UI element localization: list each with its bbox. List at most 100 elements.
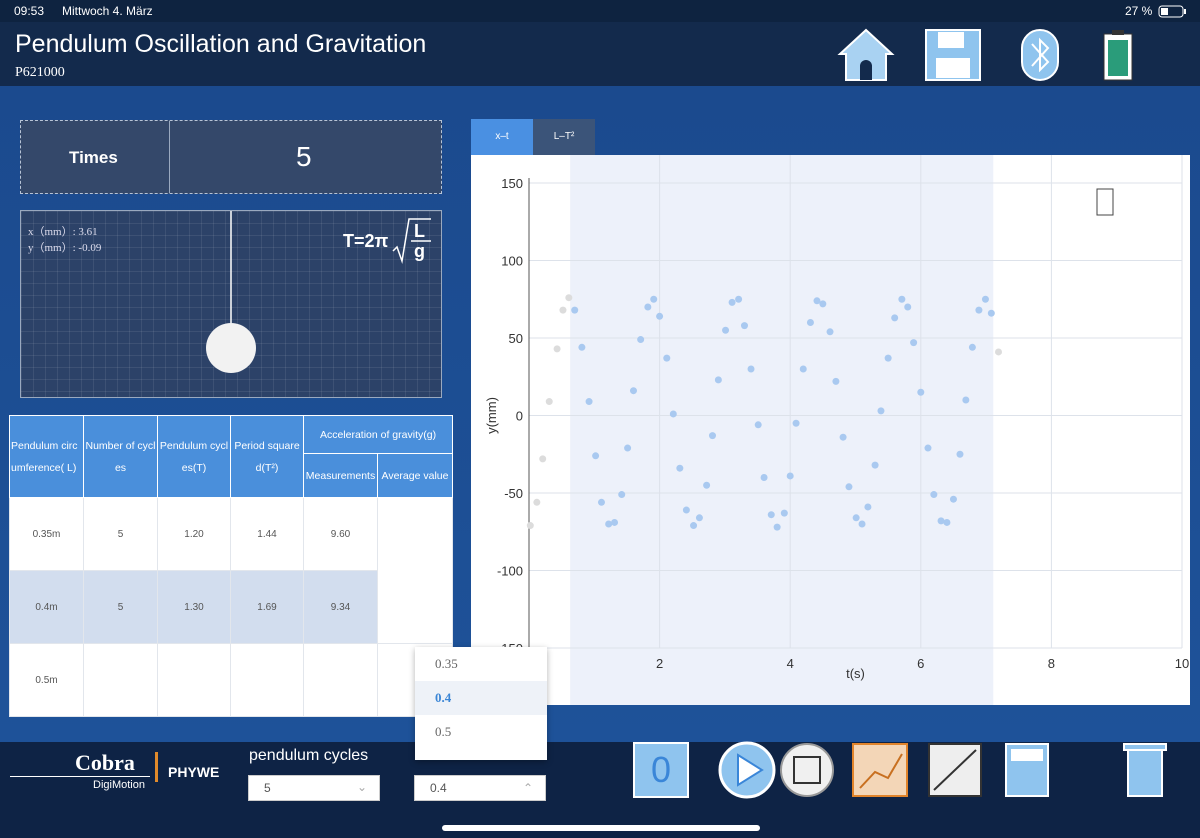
- fit-button[interactable]: [928, 743, 982, 797]
- times-value: 5: [296, 141, 312, 172]
- status-bar: 09:53 Mittwoch 4. März 27 %: [0, 0, 1200, 22]
- cell: 1.30: [157, 570, 231, 644]
- point: [987, 309, 995, 317]
- point: [898, 295, 906, 303]
- point: [864, 503, 872, 511]
- select-value: 5: [264, 781, 271, 795]
- logo-sub: DigiMotion: [93, 779, 145, 791]
- stop-button[interactable]: [780, 743, 834, 797]
- subheader-cell: Average value: [376, 453, 454, 498]
- point: [747, 365, 755, 373]
- tab[interactable]: x–t: [471, 119, 533, 155]
- point: [545, 398, 553, 406]
- header-icons: [837, 28, 1133, 81]
- save-button[interactable]: [925, 29, 981, 81]
- play-button[interactable]: [718, 741, 776, 799]
- formula-l: L: [414, 221, 425, 241]
- point: [682, 506, 690, 514]
- counter-button[interactable]: 0: [633, 742, 689, 798]
- cycles-label: pendulum cycles: [249, 747, 369, 764]
- cell: [83, 643, 158, 717]
- point: [735, 295, 743, 303]
- point: [669, 410, 677, 418]
- battery-icon: [1158, 5, 1186, 18]
- point: [968, 343, 976, 351]
- times-label: Times: [69, 148, 118, 167]
- y-tick-label: 50: [509, 331, 523, 346]
- cell: [157, 643, 231, 717]
- point: [845, 483, 853, 491]
- cell: [230, 643, 304, 717]
- point: [937, 517, 945, 525]
- tab[interactable]: L–T²: [533, 119, 595, 155]
- calculator-button[interactable]: [1005, 743, 1049, 797]
- point: [949, 495, 957, 503]
- point: [559, 306, 567, 314]
- point: [813, 297, 821, 305]
- select-value: 0.4: [430, 781, 447, 795]
- point: [618, 491, 626, 499]
- point: [877, 407, 885, 415]
- point: [597, 498, 605, 506]
- cell: 9.60: [303, 497, 378, 571]
- header-cell: Acceleration of gravity(g): [302, 415, 454, 454]
- time: 09:53: [14, 4, 45, 18]
- point: [605, 520, 613, 528]
- point: [871, 461, 879, 469]
- cell: [376, 497, 454, 644]
- bluetooth-button[interactable]: [1021, 29, 1059, 81]
- point: [708, 432, 716, 440]
- dropdown: 0.35 0.4 0.5: [415, 647, 547, 760]
- point: [656, 312, 664, 320]
- home-button[interactable]: [837, 28, 895, 81]
- point: [714, 376, 722, 384]
- circumference-select[interactable]: 0.4 ⌃: [414, 775, 546, 801]
- point: [571, 306, 579, 314]
- point: [624, 444, 632, 452]
- point: [943, 518, 951, 526]
- y-tick-label: 0: [516, 409, 523, 424]
- dropdown-option[interactable]: 0.5: [435, 724, 452, 739]
- point: [526, 522, 534, 530]
- cell: 0.5m: [9, 643, 84, 717]
- y-readout: y（mm）: -0.09: [28, 242, 102, 254]
- point: [910, 339, 918, 347]
- point: [806, 319, 814, 326]
- title: Pendulum Oscillation and Gravitation: [15, 30, 427, 58]
- point: [760, 474, 768, 481]
- point: [780, 509, 788, 517]
- point: [644, 303, 652, 311]
- cell: 0.4m: [9, 570, 84, 644]
- point: [553, 345, 561, 353]
- point: [703, 481, 711, 489]
- formula: T=2π: [343, 231, 389, 251]
- point: [975, 306, 983, 314]
- zoom-icon: [1096, 188, 1114, 216]
- point: [533, 498, 541, 506]
- point: [676, 464, 684, 472]
- dropdown-option[interactable]: 0.4: [415, 681, 547, 715]
- x-readout: x（mm）: 3.61: [28, 226, 98, 238]
- point: [839, 433, 847, 441]
- point: [995, 348, 1003, 356]
- delete-button[interactable]: [1123, 743, 1167, 797]
- point: [722, 326, 730, 334]
- pendulum-drawing: T=2π L g: [206, 211, 431, 373]
- point: [728, 298, 736, 306]
- point: [690, 522, 698, 530]
- point: [832, 377, 840, 385]
- point: [663, 354, 671, 362]
- point: [611, 518, 619, 526]
- point: [539, 455, 547, 463]
- point: [754, 421, 762, 429]
- cell: 9.34: [303, 570, 378, 644]
- graph-button[interactable]: [852, 743, 908, 797]
- formula-g: g: [414, 241, 425, 261]
- dropdown-option[interactable]: 0.35: [435, 656, 458, 671]
- point: [930, 491, 938, 499]
- cycles-select[interactable]: 5 ⌄: [248, 775, 380, 801]
- y-tick-label: -100: [497, 564, 523, 579]
- x-tick-label: 2: [656, 656, 663, 671]
